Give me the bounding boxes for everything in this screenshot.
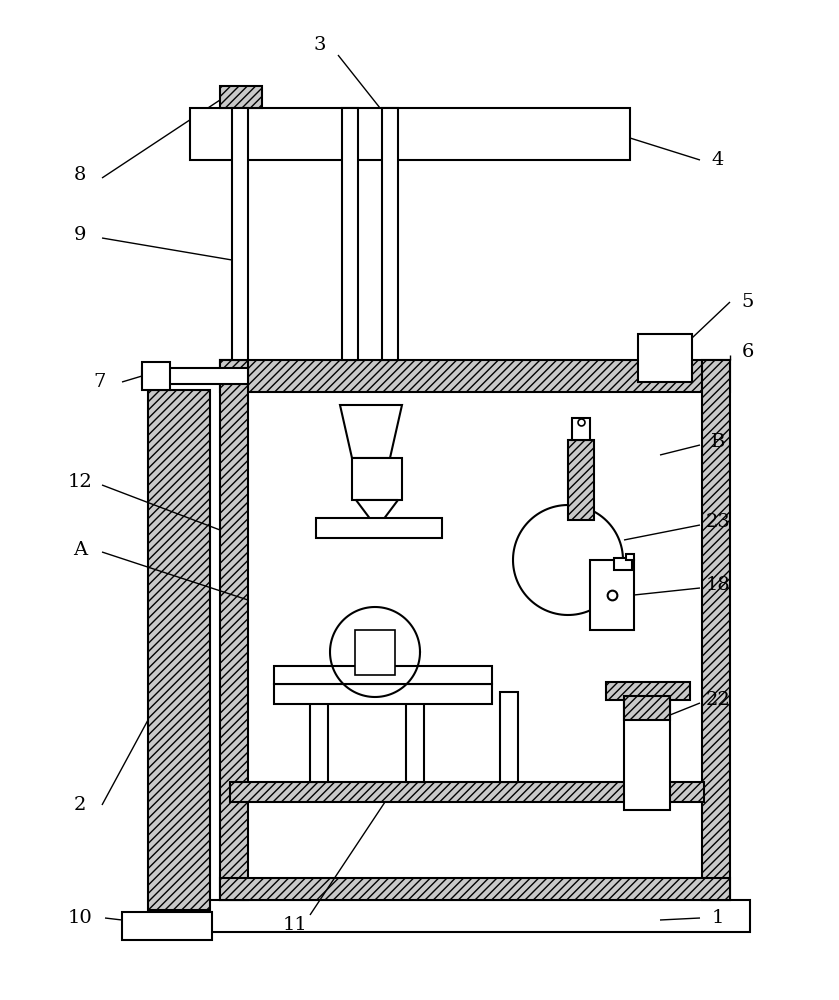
Bar: [232, 108, 248, 360]
Bar: [148, 390, 210, 910]
Text: 23: 23: [706, 513, 731, 531]
Bar: [382, 108, 398, 360]
Bar: [142, 368, 248, 384]
Bar: [352, 458, 402, 500]
Text: 5: 5: [742, 293, 754, 311]
Bar: [500, 692, 518, 782]
Text: B: B: [711, 433, 725, 451]
Bar: [355, 630, 395, 675]
Bar: [626, 554, 634, 560]
Bar: [220, 86, 262, 108]
Bar: [342, 108, 358, 360]
Bar: [122, 912, 212, 940]
Text: 9: 9: [74, 226, 86, 244]
Text: 7: 7: [94, 373, 107, 391]
Bar: [310, 692, 328, 782]
Text: 3: 3: [314, 36, 326, 54]
Bar: [220, 360, 730, 392]
Bar: [220, 360, 248, 900]
Bar: [406, 692, 424, 782]
Polygon shape: [340, 405, 402, 458]
Bar: [572, 418, 590, 440]
Text: 1: 1: [711, 909, 724, 927]
Text: 8: 8: [74, 166, 86, 184]
Bar: [316, 518, 442, 538]
Bar: [142, 362, 170, 390]
Bar: [624, 696, 670, 720]
Polygon shape: [356, 500, 398, 528]
Bar: [220, 878, 730, 900]
Bar: [248, 392, 702, 878]
Bar: [195, 900, 750, 932]
Text: 6: 6: [742, 343, 754, 361]
Bar: [274, 666, 492, 684]
Bar: [274, 684, 492, 704]
Bar: [230, 782, 704, 802]
Text: 22: 22: [706, 691, 731, 709]
Bar: [702, 360, 730, 900]
Bar: [190, 108, 630, 160]
Text: 4: 4: [711, 151, 724, 169]
Text: A: A: [73, 541, 87, 559]
Text: 10: 10: [68, 909, 92, 927]
Text: 12: 12: [68, 473, 92, 491]
Bar: [624, 700, 670, 810]
Bar: [614, 558, 632, 570]
Text: 2: 2: [74, 796, 86, 814]
Bar: [606, 682, 690, 700]
Bar: [590, 560, 634, 630]
Text: 11: 11: [283, 916, 307, 934]
Bar: [568, 440, 594, 520]
Text: 18: 18: [706, 576, 731, 594]
Bar: [638, 334, 692, 382]
